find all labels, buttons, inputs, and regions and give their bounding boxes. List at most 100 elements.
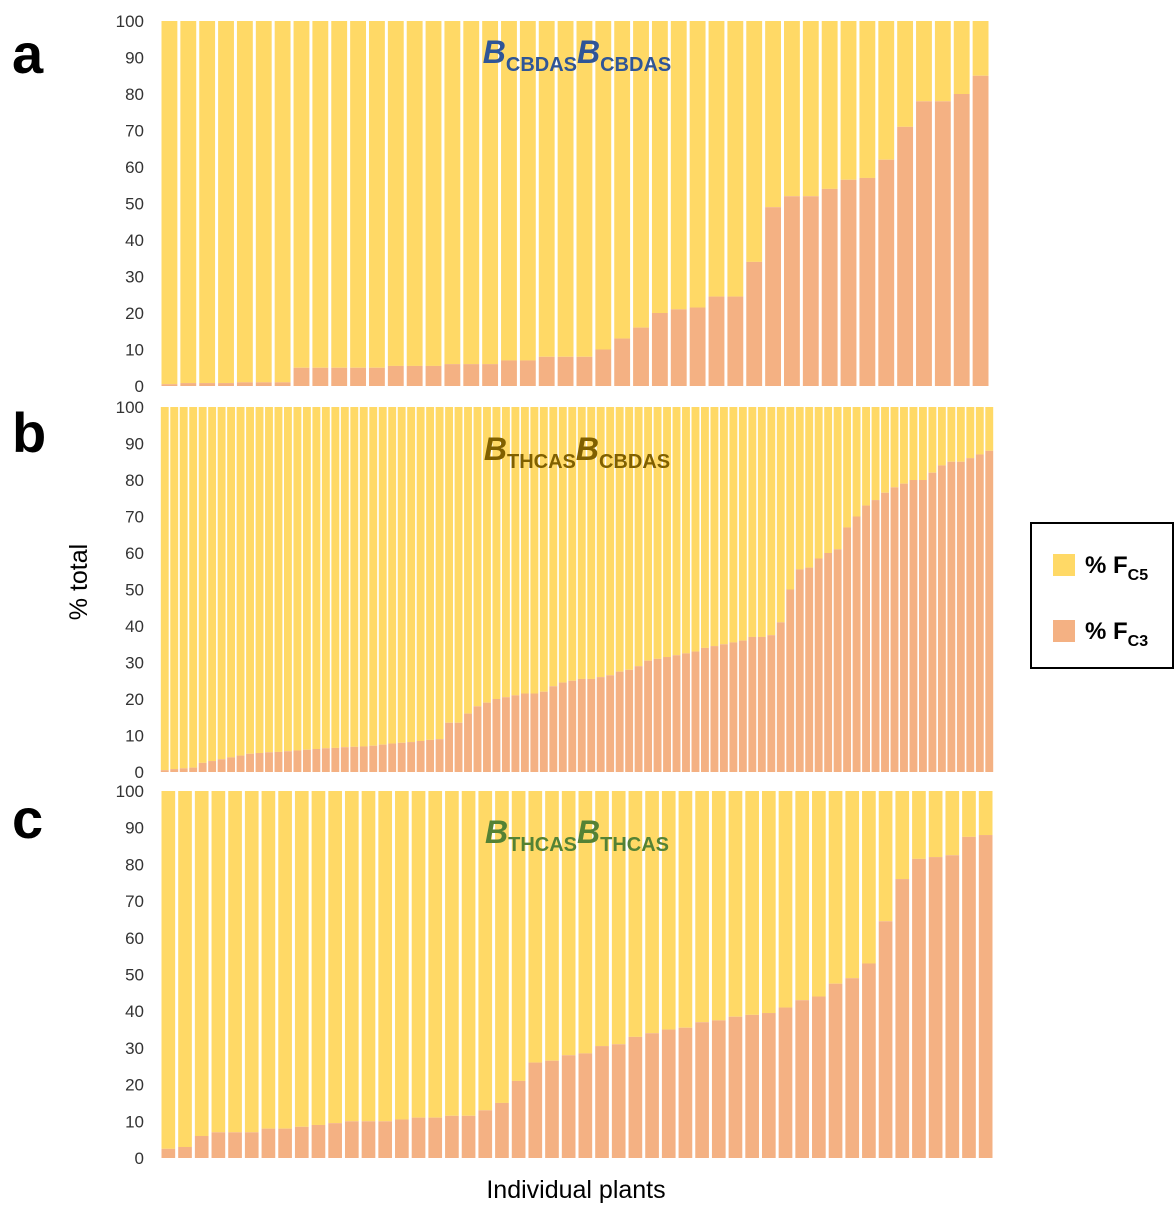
bar-fc3 — [218, 383, 234, 386]
bar-fc3 — [890, 487, 899, 772]
bar-fc5 — [881, 407, 889, 493]
bar-fc5 — [812, 791, 826, 997]
bar-fc3 — [900, 483, 908, 772]
y-tick-label: 70 — [125, 122, 144, 141]
bar-fc5 — [284, 407, 292, 752]
bar-fc5 — [549, 407, 558, 687]
bar-fc3 — [428, 1117, 443, 1158]
bar-fc5 — [478, 791, 493, 1111]
bar-fc5 — [208, 407, 217, 762]
y-tick-label: 100 — [116, 12, 144, 31]
bar-fc3 — [331, 367, 348, 386]
bar-fc3 — [501, 697, 510, 772]
bar-fc3 — [530, 693, 539, 772]
bar-fc3 — [761, 1013, 776, 1158]
bar-fc5 — [180, 21, 197, 384]
legend-swatch-fc5 — [1053, 554, 1075, 576]
bar-fc3 — [178, 1146, 192, 1158]
bar-fc5 — [778, 791, 793, 1008]
bar-fc5 — [501, 407, 510, 698]
bar-fc5 — [975, 407, 984, 455]
bar-fc3 — [595, 349, 612, 386]
bar-fc3 — [369, 745, 378, 772]
bar-fc5 — [294, 791, 309, 1127]
bar-fc5 — [634, 407, 643, 667]
bar-fc3 — [966, 458, 975, 772]
bar-fc5 — [520, 407, 529, 694]
panel-label-c: c — [12, 787, 43, 850]
y-tick-label: 100 — [116, 398, 144, 417]
bar-fc3 — [577, 678, 586, 772]
bar-fc5 — [425, 21, 442, 366]
bar-fc5 — [828, 791, 843, 984]
bar-fc5 — [710, 407, 719, 647]
bar-fc3 — [738, 640, 747, 772]
bar-fc5 — [746, 21, 763, 262]
bar-fc5 — [776, 407, 785, 623]
bar-fc3 — [663, 657, 671, 772]
bar-fc5 — [211, 791, 226, 1133]
bar-fc5 — [255, 407, 264, 754]
bar-fc3 — [194, 1135, 209, 1158]
y-tick-label: 50 — [125, 966, 144, 985]
bar-fc3 — [361, 1121, 376, 1158]
bar-fc5 — [321, 407, 330, 749]
bar-fc5 — [833, 407, 842, 550]
y-tick-label: 40 — [125, 617, 144, 636]
bar-fc5 — [444, 21, 461, 365]
bar-fc5 — [568, 407, 577, 681]
bar-fc3 — [576, 356, 593, 386]
bar-fc5 — [784, 21, 800, 197]
bar-fc3 — [539, 691, 548, 772]
bar-fc3 — [909, 480, 918, 772]
bar-fc5 — [519, 21, 536, 361]
bar-fc5 — [261, 791, 276, 1129]
bar-fc5 — [651, 21, 668, 313]
bar-fc5 — [482, 21, 499, 365]
bar-fc5 — [577, 407, 586, 679]
bar-fc3 — [445, 1115, 459, 1158]
bar-fc3 — [520, 693, 529, 772]
bar-fc5 — [628, 791, 643, 1037]
bar-fc3 — [495, 1102, 509, 1158]
bar-fc5 — [473, 407, 482, 707]
bar-fc5 — [845, 791, 860, 979]
bar-fc5 — [719, 407, 728, 645]
bar-fc3 — [578, 1053, 593, 1158]
bar-fc3 — [568, 680, 577, 772]
bar-fc3 — [795, 569, 804, 772]
bar-fc3 — [416, 740, 425, 772]
bar-fc3 — [776, 622, 785, 772]
bar-fc3 — [953, 94, 970, 386]
bar-fc5 — [350, 407, 359, 747]
bar-fc3 — [937, 465, 946, 772]
y-tick-label: 70 — [125, 508, 144, 527]
bar-fc5 — [767, 407, 776, 636]
bar-fc3 — [321, 748, 330, 772]
bar-fc3 — [549, 686, 558, 772]
bar-fc3 — [786, 589, 795, 772]
legend-swatch-fc3 — [1053, 620, 1075, 642]
bar-fc5 — [340, 407, 349, 748]
bar-fc3 — [862, 505, 870, 772]
bar-fc5 — [682, 407, 690, 654]
bar-fc5 — [738, 407, 747, 641]
bar-fc3 — [651, 313, 668, 386]
bar-fc3 — [672, 655, 681, 772]
bar-fc3 — [478, 1110, 493, 1158]
bar-fc3 — [350, 746, 359, 772]
bar-fc3 — [180, 383, 197, 386]
bar-fc5 — [359, 407, 368, 747]
y-tick-label: 30 — [125, 268, 144, 287]
bar-fc5 — [331, 407, 340, 748]
bar-fc5 — [395, 791, 409, 1120]
bar-fc5 — [278, 791, 292, 1129]
bar-fc5 — [428, 791, 443, 1118]
bar-fc5 — [293, 21, 310, 368]
bar-fc5 — [199, 21, 216, 384]
bar-fc5 — [170, 407, 179, 770]
bar-fc3 — [670, 309, 687, 386]
bar-fc5 — [483, 407, 491, 703]
bar-fc3 — [519, 360, 536, 386]
bar-fc5 — [878, 791, 893, 922]
